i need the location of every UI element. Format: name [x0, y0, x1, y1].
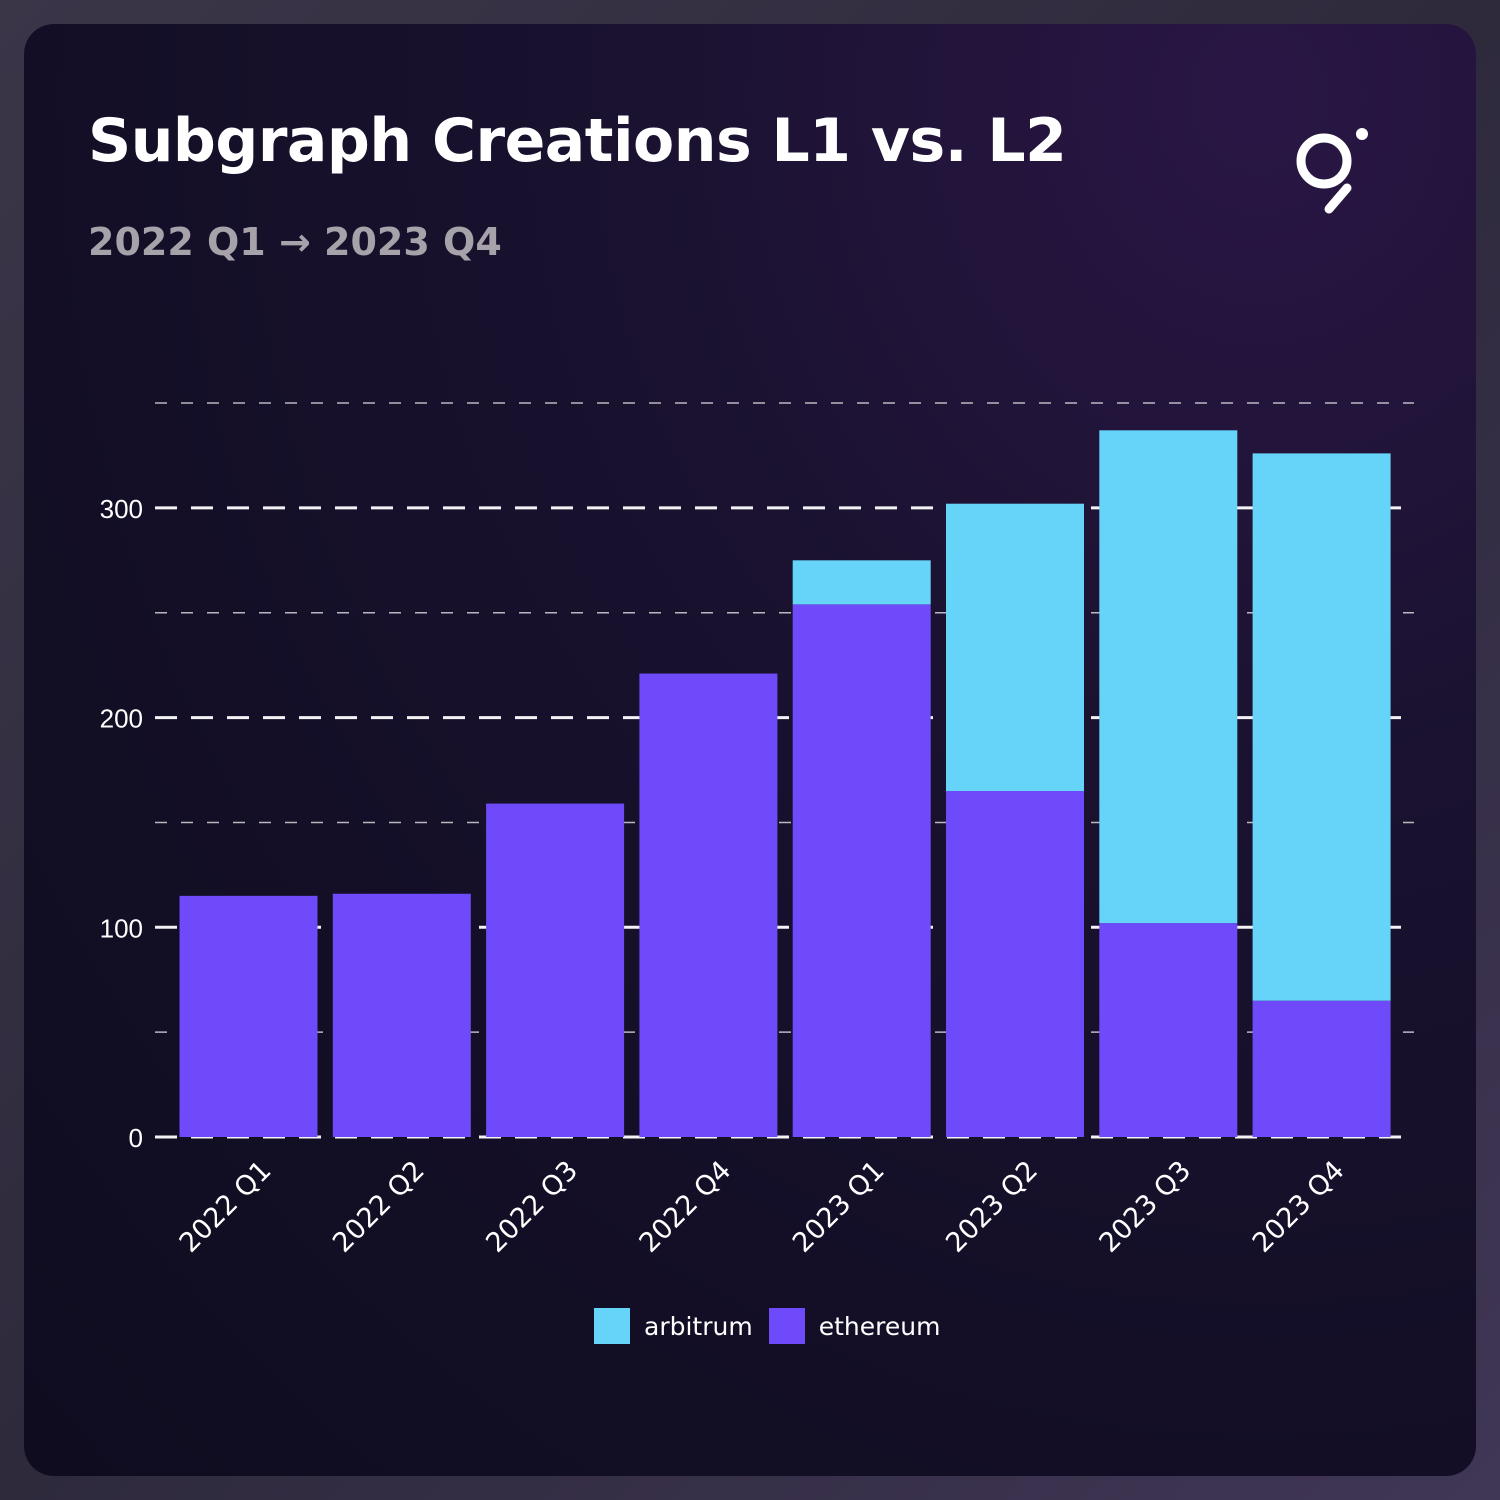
bar-ethereum [792, 604, 931, 1137]
y-tick-label: 200 [100, 704, 143, 734]
bar-arbitrum [1252, 453, 1391, 1001]
bar-arbitrum [946, 503, 1084, 791]
bar-ethereum [639, 673, 778, 1137]
y-tick-label: 300 [100, 494, 143, 524]
bar-ethereum [1252, 1000, 1391, 1137]
the-graph-logo-icon [1296, 128, 1368, 214]
chart-legend: arbitrum ethereum [594, 1308, 956, 1344]
legend-item-arbitrum: arbitrum [594, 1308, 753, 1344]
bar-arbitrum [792, 560, 931, 605]
bar-ethereum [946, 790, 1084, 1137]
y-tick-label: 0 [129, 1123, 143, 1153]
legend-swatch-ethereum [768, 1308, 805, 1344]
chart-title: Subgraph Creations L1 vs. L2 [88, 106, 1067, 176]
x-tick-label: 2023 Q2 [940, 1155, 1044, 1259]
bar-ethereum [179, 895, 318, 1137]
x-tick-label: 2022 Q1 [174, 1155, 278, 1259]
legend-item-ethereum: ethereum [768, 1308, 941, 1344]
bar-arbitrum [1099, 430, 1238, 924]
bar-ethereum [332, 893, 471, 1137]
bar-ethereum [1099, 923, 1238, 1137]
bar-ethereum [486, 803, 625, 1137]
y-tick-label: 100 [100, 913, 143, 943]
x-tick-label: 2023 Q1 [787, 1155, 891, 1259]
chart-subtitle: 2022 Q1 → 2023 Q4 [88, 220, 502, 264]
x-tick-label: 2022 Q2 [327, 1155, 431, 1259]
legend-label-ethereum: ethereum [818, 1311, 941, 1341]
legend-swatch-arbitrum [594, 1308, 630, 1344]
x-tick-label: 2023 Q3 [1093, 1155, 1197, 1259]
legend-label-arbitrum: arbitrum [644, 1311, 753, 1341]
x-tick-label: 2022 Q4 [634, 1155, 738, 1259]
x-tick-label: 2023 Q4 [1247, 1155, 1351, 1259]
x-tick-label: 2022 Q3 [480, 1155, 584, 1259]
